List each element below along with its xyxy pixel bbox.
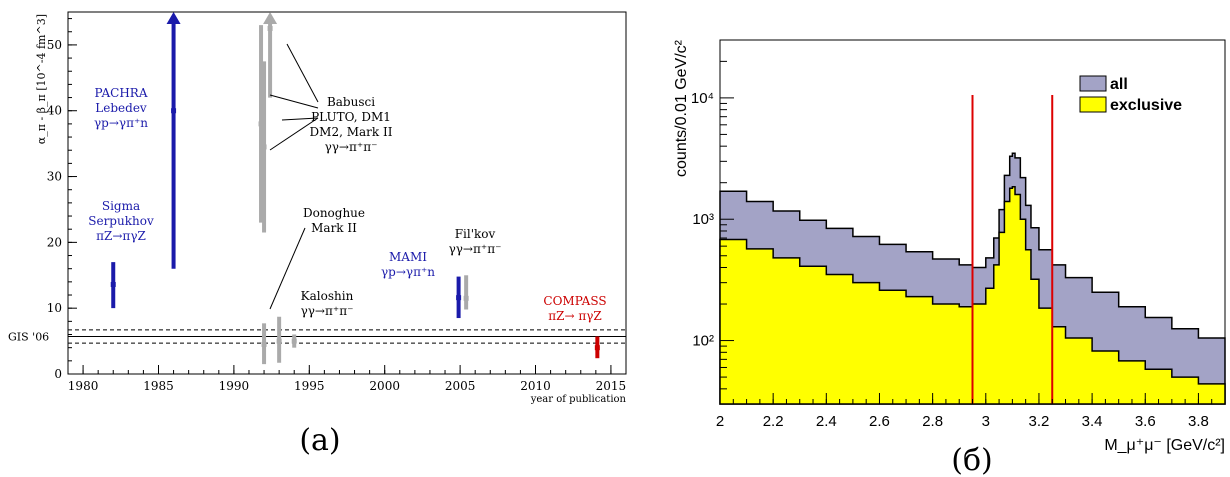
polarizability-chart: 1980 1985 1990 1995 2000 2005 2010 2015 0 10 20 30 4… bbox=[8, 12, 627, 405]
annotation-text: γp→γπ⁺n bbox=[381, 265, 435, 279]
measurement-arrowhead bbox=[167, 12, 181, 24]
x-tick-label: 3.6 bbox=[1135, 413, 1156, 430]
measurement-point bbox=[268, 26, 273, 31]
legend-swatch bbox=[1080, 76, 1106, 91]
y-tick-label: 10 bbox=[47, 301, 62, 315]
annotation-text: PLUTO, DM1 bbox=[311, 110, 391, 124]
measurement-point bbox=[456, 295, 461, 300]
measurement-point bbox=[595, 345, 600, 350]
reference-label: GIS '06 bbox=[8, 330, 49, 343]
y-tick-label: 50 bbox=[47, 38, 62, 52]
y-tick-label: 40 bbox=[47, 104, 62, 118]
annotation-text: γp→γπ⁺n bbox=[94, 116, 148, 130]
x-axis-label: M_μ⁺μ⁻ [GeV/c²] bbox=[1104, 437, 1225, 454]
y-tick-label: 30 bbox=[47, 170, 62, 184]
x-tick-label: 1985 bbox=[143, 379, 174, 393]
x-tick-label: 3.2 bbox=[1029, 413, 1050, 430]
x-tick-label: 3 bbox=[982, 413, 990, 430]
annotation-leader-line bbox=[270, 95, 318, 108]
y-tick-label: 20 bbox=[47, 235, 62, 249]
y-axis-label: α_π - β_π [10^-4 fm^3] bbox=[35, 14, 48, 144]
x-tick-label: 2005 bbox=[445, 379, 476, 393]
legend-label: all bbox=[1110, 76, 1128, 93]
annotation-text: Sigma bbox=[102, 199, 140, 213]
legend-swatch bbox=[1080, 97, 1106, 112]
x-tick-label: 2010 bbox=[520, 379, 551, 393]
dimuon-mass-chart: 2 2.2 2.4 2.6 2.8 3 3.2 3.4 3.6 3.8 10² 10³ 10⁴ M_μ⁺μ… bbox=[673, 39, 1225, 454]
annotation-text: Babusci bbox=[327, 95, 375, 109]
measurement-point bbox=[277, 339, 282, 344]
annotation-text: γγ→π⁺π⁻ bbox=[301, 304, 354, 318]
y-tick-label: 10² bbox=[692, 333, 714, 350]
x-axis-label: year of publication bbox=[530, 394, 627, 405]
x-tick-label: 2.4 bbox=[816, 413, 837, 430]
measurement-point bbox=[262, 342, 267, 347]
annotation-text: Kaloshin bbox=[301, 289, 354, 303]
x-tick-label: 1995 bbox=[294, 379, 325, 393]
x-tick-label: 1980 bbox=[68, 379, 99, 393]
annotation-text: Mark II bbox=[311, 221, 357, 235]
annotation-text: πZ→ πγZ bbox=[548, 309, 602, 323]
y-axis-label: counts/0.01 GeV/c² bbox=[673, 39, 690, 177]
annotation-leader-line bbox=[287, 44, 318, 102]
annotation-text: COMPASS bbox=[543, 294, 606, 308]
measurement-point bbox=[171, 108, 176, 113]
x-tick-label: 3.8 bbox=[1188, 413, 1209, 430]
annotation-text: DM2, Mark II bbox=[310, 125, 393, 139]
annotation-text: γγ→π⁺π⁻ bbox=[325, 140, 378, 154]
panel-label-b: (б) bbox=[951, 443, 992, 477]
x-tick-label: 1990 bbox=[219, 379, 250, 393]
measurement-point bbox=[292, 339, 297, 344]
measurement-point bbox=[262, 144, 267, 149]
legend-label: exclusive bbox=[1110, 97, 1182, 114]
annotation-text: Serpukhov bbox=[88, 214, 154, 228]
x-tick-label: 2000 bbox=[369, 379, 400, 393]
panel-label-a: (a) bbox=[299, 423, 340, 458]
annotation-text: γγ→π⁺π⁻ bbox=[449, 242, 502, 256]
measurement-point bbox=[464, 296, 469, 301]
annotation-text: PACHRA bbox=[95, 86, 148, 100]
annotation-text: Donoghue bbox=[303, 206, 365, 220]
annotation-text: πZ→πγZ bbox=[96, 229, 146, 243]
y-tick-label: 10⁴ bbox=[691, 90, 714, 107]
y-tick-label: 10³ bbox=[692, 211, 714, 228]
plot-frame bbox=[68, 12, 626, 374]
annotation-text: Lebedev bbox=[95, 101, 147, 115]
x-tick-label: 3.4 bbox=[1082, 413, 1103, 430]
x-tick-label: 2.2 bbox=[763, 413, 784, 430]
x-tick-label: 2.6 bbox=[869, 413, 890, 430]
x-tick-label: 2 bbox=[716, 413, 724, 430]
annotation-text: Fil'kov bbox=[455, 227, 496, 241]
measurement-point bbox=[111, 282, 116, 287]
y-tick-label: 0 bbox=[54, 367, 62, 381]
x-tick-label: 2015 bbox=[596, 379, 627, 393]
x-tick-label: 2.8 bbox=[922, 413, 943, 430]
measurement-arrowhead bbox=[263, 12, 277, 24]
annotation-text: MAMI bbox=[389, 250, 427, 264]
